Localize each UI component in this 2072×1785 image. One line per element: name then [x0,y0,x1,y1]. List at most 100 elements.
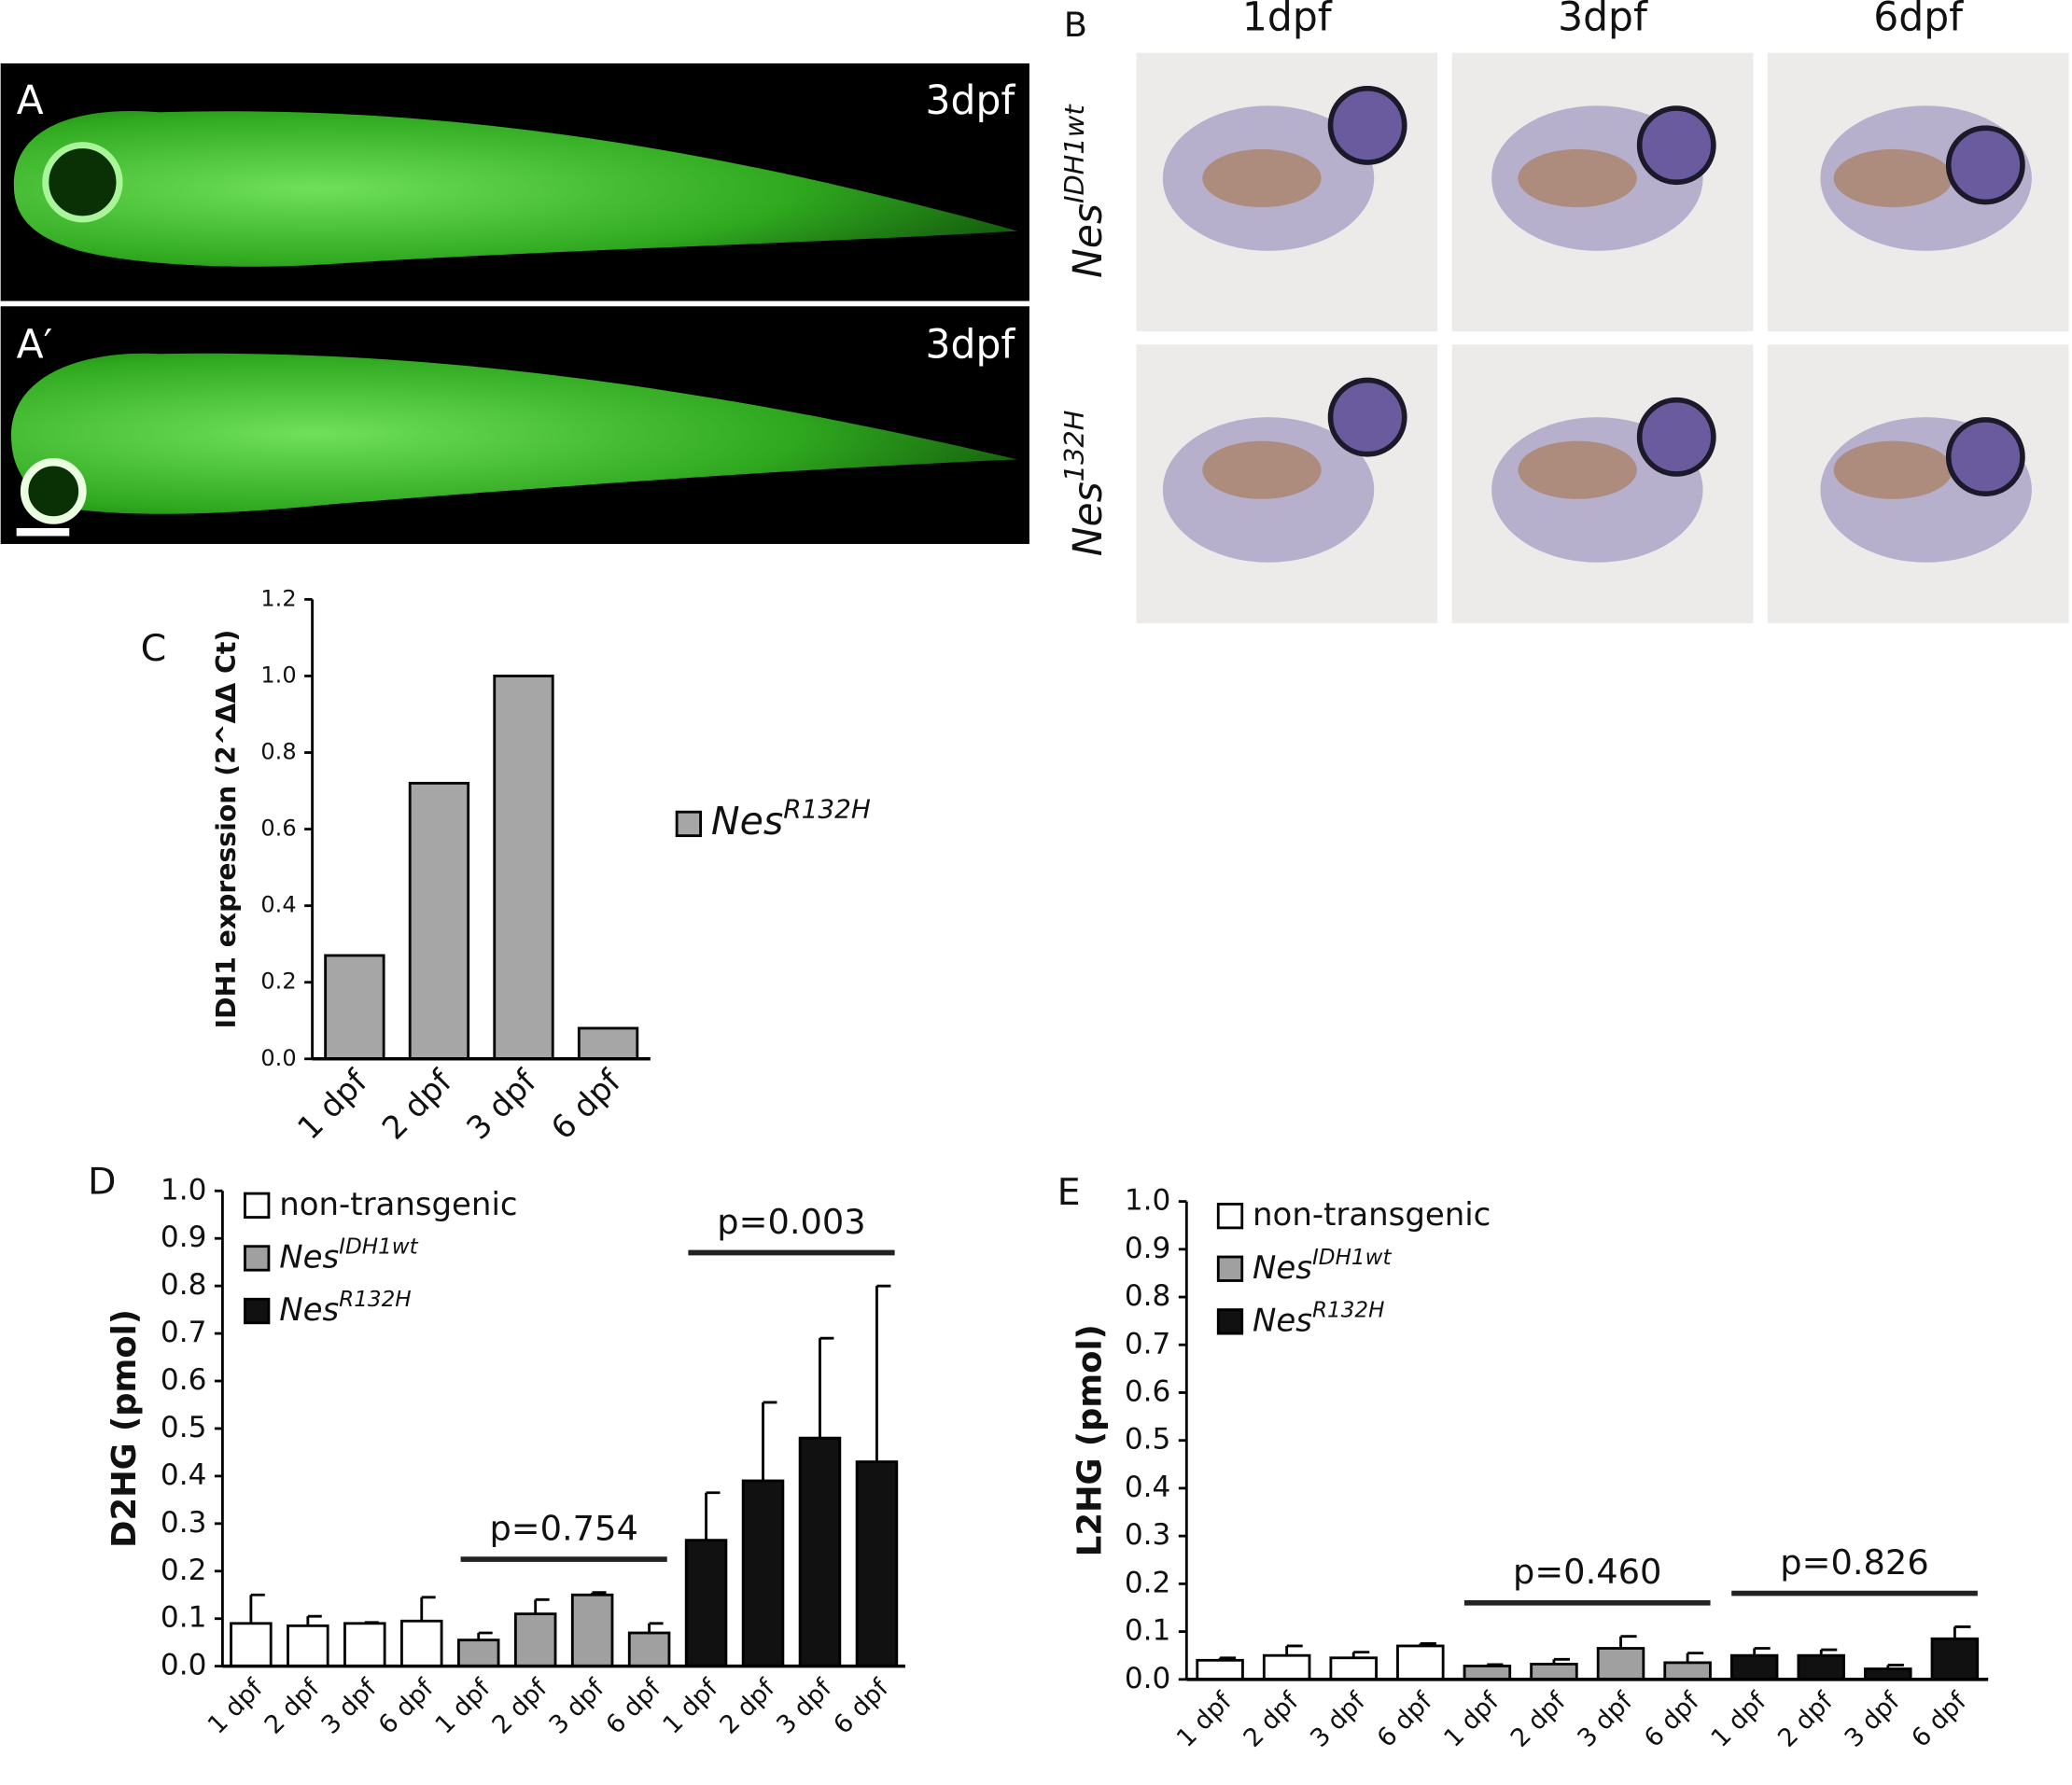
y-tick-label: 0.0 [161,1649,206,1682]
name: non-transgenic [279,1185,517,1222]
error-bar [1953,1625,1971,1639]
larva-shape [13,110,1018,267]
x-tick-label: 6 dpf [828,1673,894,1739]
superscript: R132H [1312,1298,1384,1322]
x-tick-label: 6 dpf [373,1673,440,1739]
x-tick-label: 2 dpf [259,1673,326,1739]
p-value: p=0.003 [717,1202,865,1242]
name: non-transgenic [1253,1196,1491,1234]
y-tick-label: 0.7 [1125,1327,1170,1360]
error-bar [1285,1644,1303,1656]
error-bar [705,1491,721,1541]
bar-chart: D D2HG (pmol) 0.0 0.1 0.2 0.3 0.4 0.5 0.6 0.7 0.8 0… [88,1161,905,1740]
y-tick-label: 0.0 [1125,1662,1170,1695]
error-bar [762,1401,777,1481]
x-tick-label: 1 dpf [430,1673,497,1739]
error-bar [477,1631,493,1640]
bar [577,1026,639,1061]
x-tick-label: 2 dpf [714,1673,780,1739]
stage-label: 3dpf [926,323,1016,369]
error-bar [534,1597,550,1614]
x-tick-label: 1 dpf [1171,1687,1238,1753]
x-tick-label: 2 dpf [487,1673,553,1739]
legend-label: NesR132H [1253,1298,1384,1339]
x-tick-label: 3 dpf [316,1673,383,1739]
p-value: p=0.826 [1780,1542,1928,1583]
bar [287,1624,329,1668]
larva-shape [11,353,1018,514]
panel-letter: E [1057,1171,1081,1214]
eye [1327,377,1407,457]
eye [1636,397,1716,477]
error-bar [249,1593,265,1624]
legend-label: non-transgenic [1253,1196,1491,1234]
error-bar [819,1336,834,1439]
tissue [1518,440,1637,499]
eye [1327,85,1407,165]
y-tick-label: 0.4 [1125,1471,1170,1504]
bar [1196,1658,1244,1681]
error-bar [306,1614,322,1626]
legend-label: NesIDH1wt [279,1234,418,1276]
y-tick-label: 0.6 [161,1363,206,1397]
x-tick-label: 1 dpf [1438,1687,1505,1753]
bar [1797,1653,1845,1681]
bar [855,1460,899,1668]
bar [1930,1637,1980,1681]
eye [1636,105,1716,186]
superscript: R132H [783,794,871,825]
superscript: IDH1wt [1312,1245,1392,1269]
y-tick-label: 0.3 [161,1506,206,1540]
eye [1945,417,2025,497]
legend-swatch [244,1192,271,1219]
legend-label: NesIDH1wt [1058,104,1111,278]
bar [1463,1665,1512,1681]
y-tick-label: 1.0 [260,662,296,688]
panel-letter: B [1064,5,1087,45]
legend-swatch [1216,1203,1244,1230]
bar [741,1479,785,1668]
tissue [1518,148,1637,208]
x-tick-label: 2 dpf [375,1063,460,1148]
tissue [1833,440,1953,499]
p-value: p=0.754 [489,1508,637,1548]
y-tick-label: 0.4 [161,1458,206,1492]
x-tick-label: 6 dpf [1372,1687,1438,1753]
error-bar [1819,1648,1838,1656]
y-axis-label: D2HG (pmol) [105,1309,144,1548]
bar-chart: E L2HG (pmol) 0.0 0.1 0.2 0.3 0.4 0.5 0.6 0.7 0.8 0… [1057,1171,1989,1753]
name: Nes [1066,203,1112,278]
column-header: 6dpf [1873,0,1964,41]
name: Nes [279,1291,339,1329]
x-tick-label: 1 dpf [203,1673,269,1739]
y-tick-label: 0.1 [161,1601,206,1635]
legend-swatch [244,1245,271,1272]
y-tick-label: 0.6 [260,816,296,842]
y-tick-label: 0.2 [1125,1566,1170,1599]
x-tick-label: 3 dpf [459,1063,544,1148]
bar [1329,1656,1378,1681]
legend-label: non-transgenic [279,1185,517,1222]
error-bar [1753,1647,1771,1656]
y-tick-label: 0.8 [161,1268,206,1302]
name: Nes [711,799,783,844]
superscript: R132H [339,1288,411,1312]
y-tick-label: 0.9 [161,1220,206,1254]
y-tick-label: 0.2 [260,969,296,995]
y-axis-label: L2HG (pmol) [1071,1324,1109,1556]
x-tick-label: 3 dpf [544,1673,610,1739]
legend-swatch [244,1297,271,1325]
legend-swatch [1216,1308,1244,1335]
panel-letter: D [88,1161,117,1204]
bar [1262,1653,1311,1681]
bar-chart: C IDH1 expression (2^ΔΔ Ct) 0.0 0.2 0.4 0.6 0.… [141,585,871,1147]
bar [1596,1647,1645,1681]
column-header: 3dpf [1558,0,1648,41]
y-tick-label: 0.3 [1125,1518,1170,1552]
error-bar [1619,1635,1637,1649]
tissue [1833,148,1953,208]
eye [1945,125,2025,205]
error-bar [1552,1657,1570,1665]
y-tick-label: 0.4 [260,892,296,918]
